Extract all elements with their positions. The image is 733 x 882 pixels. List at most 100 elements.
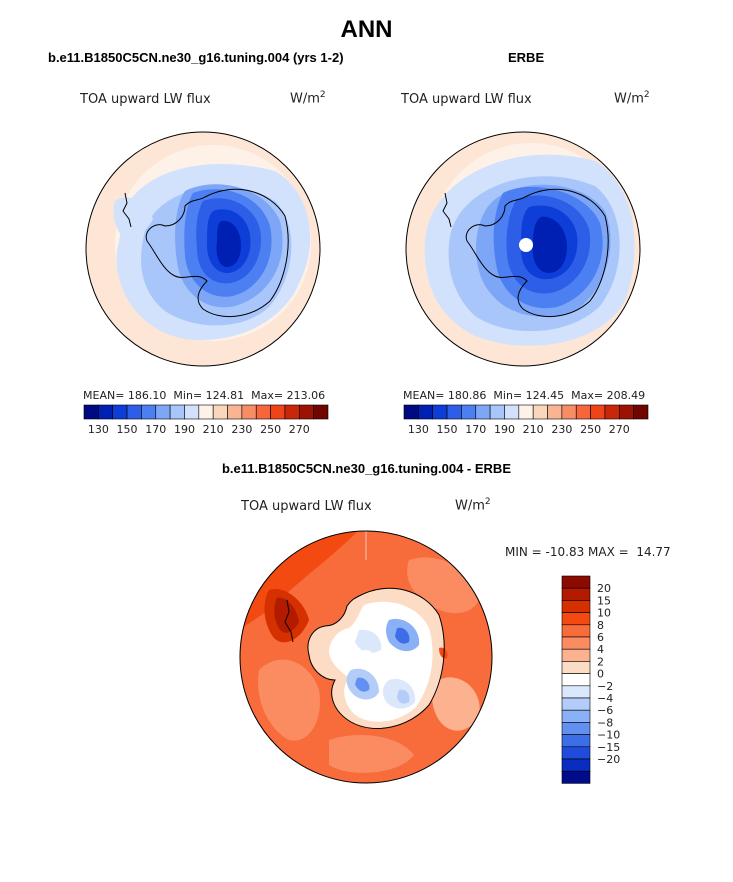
diff-colorbar-label: 8	[597, 619, 604, 632]
right-colorbar-swatch	[432, 404, 448, 420]
right-colorbar-swatch	[633, 404, 649, 420]
right-units-label: W/m2	[614, 90, 650, 107]
right-colorbar-swatch	[618, 404, 634, 420]
left-colorbar-swatch	[155, 404, 171, 420]
diff-colorbar-label: 10	[597, 607, 611, 620]
right-colorbar-tick-label: 150	[437, 423, 458, 436]
left-colorbar: 130 150 170 190 210 230 250 270	[83, 404, 329, 436]
left-max-value: 213.06	[286, 389, 326, 402]
diff-colorbar-swatch	[561, 709, 591, 723]
left-min-value: 124.81	[205, 389, 245, 402]
right-colorbar-swatch	[418, 404, 434, 420]
diff-colorbar-swatch	[561, 746, 591, 760]
left-colorbar-swatch	[141, 404, 157, 420]
diff-colorbar-swatch	[561, 697, 591, 711]
diff-colorbar-label: 6	[597, 631, 604, 644]
left-stats: MEAN= 186.10 Min= 124.81 Max= 213.06	[83, 389, 325, 402]
diff-colorbar-label: −20	[597, 753, 620, 766]
diff-polar-map	[239, 530, 493, 784]
left-colorbar-swatch	[169, 404, 185, 420]
right-min-label: Min=	[493, 389, 523, 402]
right-colorbar-swatch	[547, 404, 563, 420]
diff-colorbar-swatch	[561, 636, 591, 650]
diff-colorbar-swatch	[561, 673, 591, 687]
diff-variable-label: TOA upward LW flux	[241, 499, 372, 514]
diff-colorbar-label: 0	[597, 668, 604, 681]
right-colorbar-swatch	[561, 404, 577, 420]
right-max-label: Max=	[571, 389, 604, 402]
left-colorbar-swatch	[255, 404, 271, 420]
left-colorbar-swatch	[184, 404, 200, 420]
left-polar-map	[85, 131, 321, 367]
diff-colorbar-swatch	[561, 587, 591, 601]
left-colorbar-swatch	[83, 404, 99, 420]
left-max-label: Max=	[251, 389, 284, 402]
diff-case-label: b.e11.B1850C5CN.ne30_g16.tuning.004 - ER…	[221, 461, 511, 476]
right-variable-label: TOA upward LW flux	[401, 92, 532, 107]
left-colorbar-swatch	[284, 404, 300, 420]
left-colorbar-tick-label: 190	[174, 423, 195, 436]
right-colorbar-tick-label: 210	[523, 423, 544, 436]
left-units-label: W/m2	[290, 90, 326, 107]
right-colorbar-swatch	[475, 404, 491, 420]
diff-colorbar-swatch	[561, 575, 591, 589]
left-colorbar-tick-label: 170	[145, 423, 166, 436]
right-polar-map	[405, 131, 641, 367]
right-case-label: ERBE	[508, 50, 545, 65]
diff-colorbar-swatch	[561, 648, 591, 662]
page-title: ANN	[340, 16, 393, 43]
left-colorbar-swatch	[198, 404, 214, 420]
right-colorbar-tick-label: 230	[551, 423, 572, 436]
left-colorbar-swatch	[112, 404, 128, 420]
diff-colorbar-swatch	[561, 734, 591, 748]
right-stats: MEAN= 180.86 Min= 124.45 Max= 208.49	[403, 389, 645, 402]
diff-colorbar-swatch	[561, 770, 591, 784]
right-mean-label: MEAN=	[403, 389, 445, 402]
left-mean-value: 186.10	[127, 389, 167, 402]
diff-colorbar-label: 15	[597, 594, 611, 607]
left-colorbar-swatch	[313, 404, 329, 420]
diff-colorbar-label: 4	[597, 643, 604, 656]
left-colorbar-swatch	[298, 404, 314, 420]
left-colorbar-swatch	[98, 404, 114, 420]
right-colorbar-swatch	[590, 404, 606, 420]
right-colorbar-tick-label: 190	[494, 423, 515, 436]
diff-minmax-label: MIN = -10.83 MAX = 14.77	[505, 545, 671, 559]
left-colorbar-swatch	[212, 404, 228, 420]
diff-colorbar-label: 2	[597, 655, 604, 668]
left-mean-label: MEAN=	[83, 389, 125, 402]
left-variable-label: TOA upward LW flux	[80, 92, 211, 107]
right-colorbar-swatch	[446, 404, 462, 420]
left-case-label: b.e11.B1850C5CN.ne30_g16.tuning.004 (yrs…	[48, 50, 344, 65]
right-colorbar-tick-label: 130	[408, 423, 429, 436]
left-colorbar-swatch	[126, 404, 142, 420]
left-colorbar-tick-label: 210	[203, 423, 224, 436]
diff-units-label: W/m2	[455, 497, 491, 514]
right-colorbar-tick-label: 170	[465, 423, 486, 436]
right-mean-value: 180.86	[447, 389, 487, 402]
diff-colorbar-label: 20	[597, 582, 611, 595]
right-min-value: 124.45	[525, 389, 565, 402]
diff-colorbar-swatch	[561, 600, 591, 613]
right-colorbar-swatch	[532, 404, 548, 420]
right-colorbar-swatch	[575, 404, 591, 420]
left-colorbar-tick-label: 150	[117, 423, 138, 436]
diff-colorbar-swatch	[561, 685, 591, 699]
diff-colorbar-label: −6	[597, 704, 613, 717]
left-colorbar-tick-label: 270	[289, 423, 310, 436]
diff-colorbar-label: −10	[597, 729, 620, 742]
right-colorbar-tick-label: 270	[609, 423, 630, 436]
right-max-value: 208.49	[606, 389, 646, 402]
diff-colorbar-label: −2	[597, 680, 613, 693]
right-colorbar-swatch	[489, 404, 505, 420]
left-colorbar-tick-label: 130	[88, 423, 109, 436]
diff-colorbar-swatch	[561, 722, 591, 735]
diff-colorbar-swatch	[561, 624, 591, 638]
right-colorbar-swatch	[504, 404, 520, 420]
left-colorbar-tick-label: 250	[260, 423, 281, 436]
left-min-label: Min=	[173, 389, 203, 402]
right-colorbar-swatch	[604, 404, 620, 420]
left-colorbar-swatch	[241, 404, 257, 420]
right-colorbar-swatch	[518, 404, 534, 420]
